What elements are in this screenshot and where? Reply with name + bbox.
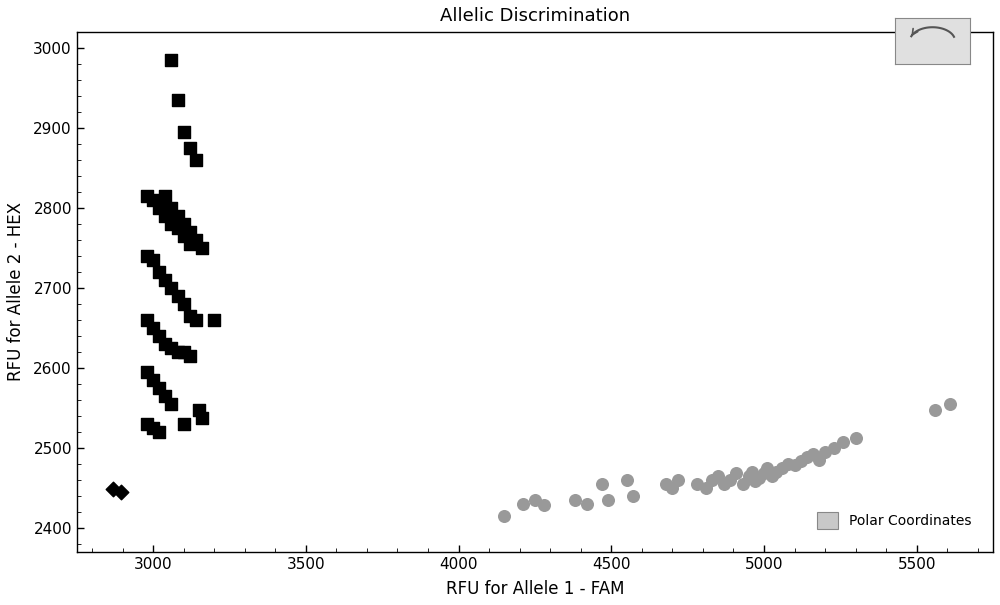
Point [817, 447, 833, 457]
Point [664, 483, 680, 492]
Point [670, 475, 686, 485]
Point [139, 191, 155, 201]
Point [698, 483, 714, 492]
X-axis label: RFU for Allele 1 - FAM: RFU for Allele 1 - FAM [446, 580, 624, 598]
Point [176, 299, 192, 309]
Point [710, 471, 726, 481]
Point [176, 231, 192, 241]
Point [157, 211, 173, 221]
Y-axis label: RFU for Allele 2 - HEX: RFU for Allele 2 - HEX [7, 203, 25, 382]
Point [163, 55, 179, 65]
Point [826, 443, 842, 453]
Point [151, 383, 167, 393]
Point [113, 487, 129, 497]
Point [145, 423, 161, 433]
Point [105, 485, 121, 494]
Point [176, 219, 192, 229]
Point [157, 339, 173, 348]
Point [182, 351, 198, 361]
Point [496, 511, 512, 521]
Point [567, 495, 583, 505]
Point [139, 419, 155, 429]
Point [157, 391, 173, 401]
Point [151, 331, 167, 341]
Point [764, 471, 780, 481]
Point [768, 467, 784, 477]
Point [704, 475, 720, 485]
Point [163, 203, 179, 213]
Point [182, 227, 198, 237]
Point [194, 413, 210, 422]
Point [151, 427, 167, 437]
Point [191, 405, 207, 414]
Point [145, 323, 161, 333]
Point [170, 291, 186, 301]
Point [515, 499, 531, 509]
Point [163, 399, 179, 409]
Point [170, 95, 186, 105]
Point [799, 453, 815, 462]
Point [188, 155, 204, 165]
Point [594, 479, 610, 489]
Point [139, 367, 155, 377]
Point [157, 191, 173, 201]
Point [170, 211, 186, 221]
Point [139, 315, 155, 325]
Point [170, 223, 186, 233]
Point [163, 343, 179, 353]
Point [942, 399, 958, 409]
Point [176, 419, 192, 429]
Point [176, 347, 192, 357]
Point [759, 463, 775, 473]
Point [848, 433, 864, 443]
Point [170, 347, 186, 357]
Point [145, 195, 161, 205]
Point [163, 283, 179, 293]
Title: Allelic Discrimination: Allelic Discrimination [440, 7, 630, 25]
Point [188, 235, 204, 245]
Point [756, 469, 772, 479]
Point [811, 455, 827, 465]
Point [151, 203, 167, 213]
Point [151, 267, 167, 277]
Point [747, 477, 763, 486]
Point [735, 479, 751, 489]
Point [176, 127, 192, 137]
Point [194, 243, 210, 253]
Point [744, 467, 760, 477]
Point [722, 475, 738, 485]
Point [927, 405, 943, 414]
Point [163, 219, 179, 229]
Point [527, 495, 543, 505]
Point [619, 475, 635, 485]
Point [805, 450, 821, 459]
Point [145, 255, 161, 265]
Point [658, 479, 674, 489]
Point [536, 501, 552, 511]
Point [206, 315, 222, 325]
Point [787, 460, 803, 470]
Point [188, 315, 204, 325]
Point [139, 251, 155, 261]
Point [774, 463, 790, 473]
Point [689, 479, 705, 489]
Point [182, 239, 198, 249]
Point [625, 491, 641, 501]
Point [182, 143, 198, 153]
Point [835, 437, 851, 446]
Point [780, 459, 796, 469]
Point [741, 471, 757, 481]
Point [145, 375, 161, 385]
Point [751, 474, 767, 483]
Point [579, 499, 595, 509]
Point [716, 479, 732, 489]
Point [600, 495, 616, 505]
Point [157, 275, 173, 285]
Legend: Polar Coordinates: Polar Coordinates [811, 506, 977, 535]
Point [182, 311, 198, 321]
Point [728, 469, 744, 479]
Point [793, 457, 809, 466]
